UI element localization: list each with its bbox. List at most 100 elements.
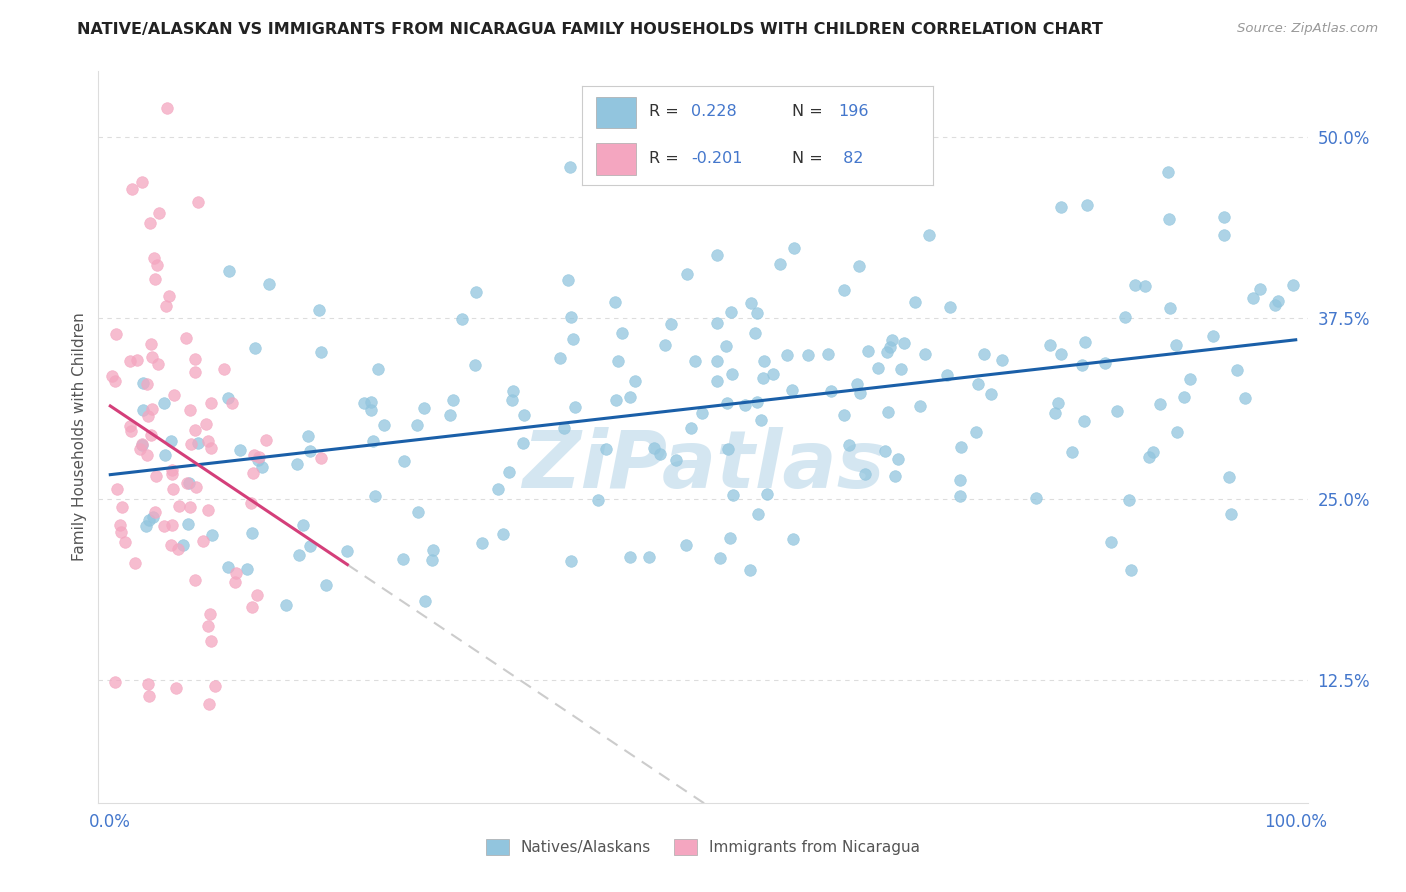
Point — [706, 374, 728, 388]
Point — [309, 450, 332, 465]
Point — [406, 417, 429, 432]
Point — [139, 216, 162, 230]
Point — [890, 361, 912, 376]
Point — [247, 453, 270, 467]
Point — [586, 493, 609, 508]
Point — [145, 468, 167, 483]
Point — [690, 407, 713, 421]
Point — [110, 524, 132, 539]
Point — [706, 354, 728, 368]
Point — [752, 371, 775, 385]
Point — [908, 400, 931, 414]
Point — [553, 421, 575, 435]
Point — [148, 206, 170, 220]
Point — [512, 408, 534, 422]
Point — [1267, 294, 1289, 309]
Point — [464, 285, 486, 299]
Point — [755, 487, 778, 501]
Point — [276, 598, 298, 612]
Point — [675, 538, 697, 552]
Point — [501, 392, 523, 407]
Point — [914, 347, 936, 361]
Point — [1241, 291, 1264, 305]
Point — [120, 424, 142, 438]
Point — [471, 535, 494, 549]
Point — [179, 402, 201, 417]
Point — [560, 310, 582, 325]
Point — [665, 453, 688, 467]
Point — [353, 396, 375, 410]
Point — [145, 258, 167, 272]
Point — [619, 549, 641, 564]
Point — [111, 500, 134, 515]
Point — [197, 434, 219, 449]
Point — [153, 448, 176, 462]
Point — [718, 531, 741, 545]
Point — [193, 534, 215, 549]
Point — [783, 241, 806, 255]
Point — [558, 160, 581, 174]
Point — [336, 544, 359, 558]
Point — [561, 332, 583, 346]
Point — [131, 436, 153, 450]
Point — [179, 500, 201, 514]
Point — [420, 552, 443, 566]
Point — [187, 194, 209, 209]
Point — [408, 505, 430, 519]
Point — [242, 448, 264, 462]
Point — [360, 402, 382, 417]
Point — [624, 374, 647, 388]
Point — [138, 409, 160, 423]
Point — [200, 607, 222, 622]
Point — [422, 542, 444, 557]
Point — [160, 434, 183, 449]
Point — [1118, 493, 1140, 508]
Point — [143, 271, 166, 285]
Point — [174, 330, 197, 344]
Point — [240, 525, 263, 540]
Point — [893, 336, 915, 351]
Point — [949, 489, 972, 503]
Point — [127, 352, 149, 367]
Point — [391, 551, 413, 566]
Point — [224, 574, 246, 589]
Point — [1043, 406, 1066, 420]
Point — [155, 101, 177, 115]
Point — [143, 505, 166, 519]
Point — [1114, 310, 1136, 325]
Point — [747, 508, 769, 522]
Point — [980, 387, 1002, 401]
Point — [308, 302, 330, 317]
Point — [1142, 445, 1164, 459]
Point — [782, 532, 804, 546]
Point — [749, 413, 772, 427]
Point — [832, 408, 855, 422]
Point — [1157, 165, 1180, 179]
Point — [659, 317, 682, 331]
Point — [486, 482, 509, 496]
Point — [706, 248, 728, 262]
Point — [200, 441, 222, 455]
Point — [118, 354, 141, 368]
Point — [162, 483, 184, 497]
Point — [939, 300, 962, 314]
Point — [1062, 444, 1084, 458]
Point — [1159, 301, 1181, 315]
Point — [754, 354, 776, 368]
Point — [131, 176, 153, 190]
Point — [142, 251, 165, 265]
Point — [706, 316, 728, 330]
Point — [364, 490, 387, 504]
Point — [714, 339, 737, 353]
Point — [299, 443, 322, 458]
Point — [136, 448, 159, 462]
Point — [838, 438, 860, 452]
Point — [105, 482, 128, 496]
Point — [413, 593, 436, 607]
Point — [1149, 396, 1171, 410]
Point — [780, 384, 803, 398]
Point — [105, 326, 128, 341]
Point — [165, 681, 187, 695]
Point — [367, 362, 389, 376]
Point — [160, 517, 183, 532]
